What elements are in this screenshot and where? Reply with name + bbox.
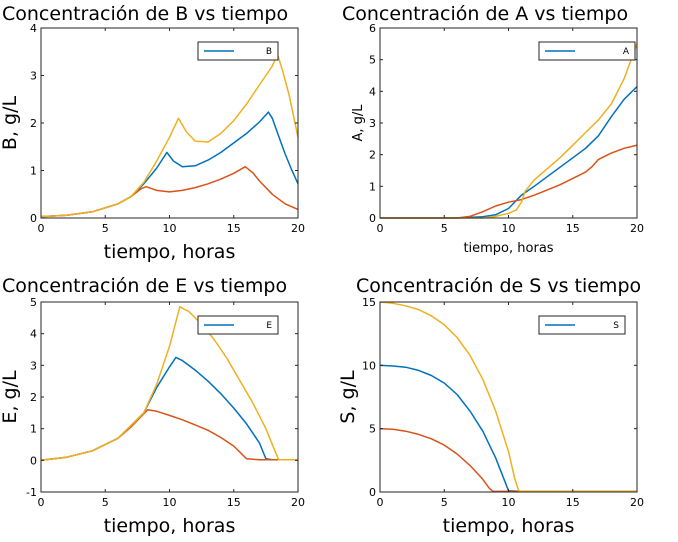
y-tick-label: 4 [30, 22, 37, 35]
legend-label: S [613, 321, 619, 331]
y-tick-label: 4 [369, 85, 376, 98]
y-axis-label: A, g/L [351, 104, 366, 142]
y-tick-label: 15 [362, 296, 376, 309]
x-tick-label: 20 [291, 222, 305, 235]
y-tick-label: 6 [369, 22, 376, 35]
x-tick-label: 10 [502, 222, 516, 235]
series-line-3 [380, 43, 638, 219]
legend-box [197, 315, 279, 335]
x-tick-label: 5 [102, 496, 109, 509]
x-tick-label: 0 [38, 222, 45, 235]
x-tick-label: 20 [630, 496, 644, 509]
chart-title: Concentración de E vs tiempo [2, 275, 287, 297]
y-tick-label: 2 [369, 149, 376, 162]
y-tick-label: -1 [26, 486, 37, 499]
x-tick-label: 0 [38, 496, 45, 509]
y-tick-label: 5 [30, 296, 37, 309]
chart-title: Concentración de S vs tiempo [356, 275, 641, 297]
x-tick-label: 20 [630, 222, 644, 235]
chart-title: Concentración de B vs tiempo [2, 3, 288, 25]
x-tick-label: 5 [441, 496, 448, 509]
y-tick-label: 10 [362, 359, 376, 372]
y-tick-label: 1 [30, 165, 37, 178]
legend-label: E [266, 321, 272, 331]
x-tick-label: 15 [227, 222, 241, 235]
legend-box [538, 315, 626, 335]
y-tick-label: 0 [369, 486, 376, 499]
x-axis-label: tiempo, horas [443, 515, 575, 537]
series-line-2 [379, 427, 637, 493]
y-tick-label: 5 [369, 54, 376, 67]
x-tick-label: 10 [163, 496, 177, 509]
y-tick-label: 3 [30, 359, 37, 372]
y-tick-label: 0 [30, 454, 37, 467]
y-tick-label: 3 [369, 117, 376, 130]
x-tick-label: 15 [227, 496, 241, 509]
y-axis-label: S, g/L [337, 370, 359, 424]
x-tick-label: 15 [566, 496, 580, 509]
x-tick-label: 0 [377, 222, 384, 235]
legend: A [538, 41, 636, 61]
series-line-1 [380, 86, 638, 219]
legend-label: A [623, 47, 630, 57]
x-axis-label: tiempo, horas [104, 241, 236, 263]
x-tick-label: 5 [441, 222, 448, 235]
series-line-3 [379, 301, 637, 493]
y-tick-label: 5 [369, 423, 376, 436]
y-tick-label: 3 [30, 70, 37, 83]
y-tick-label: 2 [30, 117, 37, 130]
legend-box [538, 41, 636, 61]
x-axis-label: tiempo, horas [104, 515, 236, 537]
x-tick-label: 10 [502, 496, 516, 509]
x-tick-label: 20 [291, 496, 305, 509]
series-line-3 [40, 306, 298, 462]
y-tick-label: 0 [30, 212, 37, 225]
x-tick-label: 5 [102, 222, 109, 235]
y-tick-label: 0 [369, 212, 376, 225]
chart-title: Concentración de A vs tiempo [342, 3, 628, 25]
y-tick-label: 4 [30, 328, 37, 341]
x-tick-label: 15 [566, 222, 580, 235]
legend: E [197, 315, 279, 335]
legend: B [197, 41, 279, 61]
y-axis-label: B, g/L [0, 96, 21, 151]
x-tick-label: 10 [163, 222, 177, 235]
legend-label: B [266, 47, 272, 57]
legend: S [538, 315, 626, 335]
y-tick-label: 2 [30, 391, 37, 404]
series-line-2 [380, 144, 638, 219]
x-axis-label: tiempo, horas [463, 241, 553, 256]
y-tick-label: 1 [30, 423, 37, 436]
x-tick-label: 0 [377, 496, 384, 509]
y-axis-label: E, g/L [0, 370, 21, 424]
legend-box [197, 41, 279, 61]
series-line-1 [379, 364, 637, 493]
y-tick-label: 1 [369, 180, 376, 193]
